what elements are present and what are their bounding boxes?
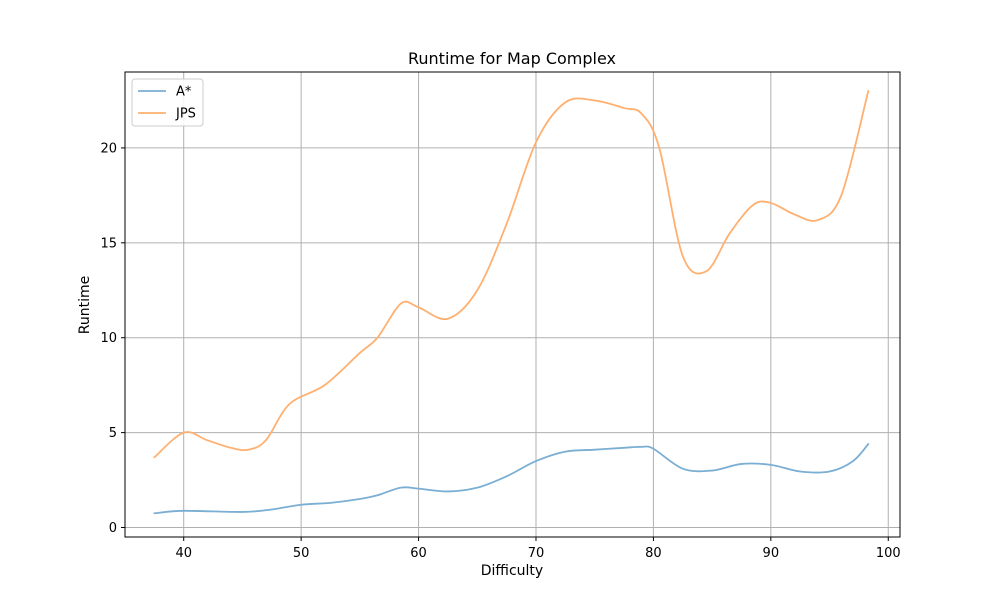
y-axis-label: Runtime	[77, 276, 93, 334]
x-axis-label: Difficulty	[481, 563, 543, 579]
x-tick-label: 40	[175, 546, 192, 561]
legend-label: A*	[176, 85, 192, 100]
x-tick-label: 50	[293, 546, 310, 561]
y-tick-label: 5	[109, 426, 117, 441]
series-lines	[153, 90, 870, 515]
legend: A* JPS	[131, 78, 204, 127]
y-tick-label: 15	[100, 236, 117, 251]
x-tick-label: 60	[410, 546, 427, 561]
x-tick-label: 80	[645, 546, 662, 561]
chart-title: Runtime for Map Complex	[408, 49, 616, 68]
x-tick-label: 100	[876, 546, 901, 561]
axis-ticks: 40 50 60 70 80 90 100 0 5 10 15 20	[100, 141, 900, 561]
x-tick-label: 90	[763, 546, 780, 561]
series-line-0	[153, 443, 870, 515]
plot-frame	[124, 71, 901, 538]
x-tick-label: 70	[528, 546, 545, 561]
y-tick-label: 20	[100, 141, 117, 156]
legend-label: JPS	[175, 107, 196, 122]
y-tick-label: 0	[109, 521, 117, 536]
grid-lines	[125, 72, 900, 537]
y-tick-label: 10	[100, 331, 117, 346]
series-line-1	[153, 90, 870, 459]
